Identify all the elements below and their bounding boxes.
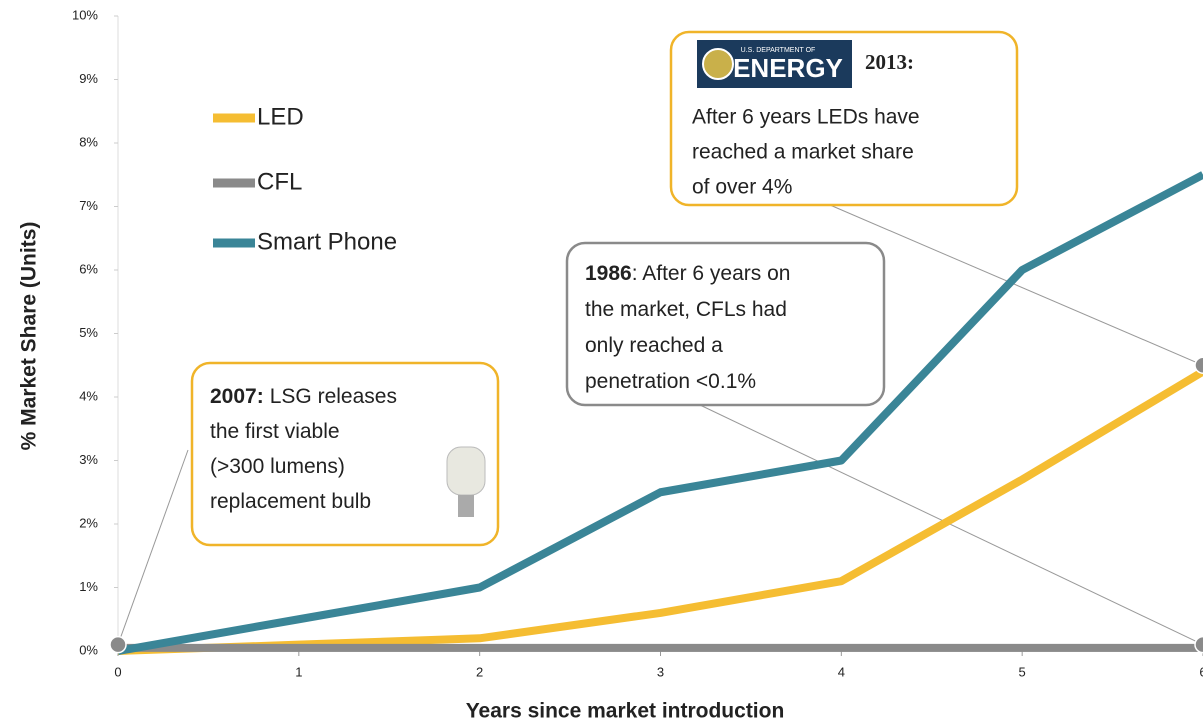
logo-seal bbox=[703, 49, 733, 79]
annotation-text: the market, CFLs had bbox=[585, 298, 787, 321]
annotation-point bbox=[110, 637, 126, 653]
annotation-text: only reached a bbox=[585, 334, 723, 357]
annotation-text: After 6 years LEDs have bbox=[692, 106, 920, 129]
annotation-text: LSG releases bbox=[270, 385, 397, 408]
x-tick-label: 5 bbox=[1019, 664, 1026, 679]
bulb-base bbox=[458, 495, 474, 517]
y-tick-label: 9% bbox=[79, 71, 98, 86]
annotation-lead: 2007: bbox=[210, 385, 264, 408]
annotation-text: reached a market share bbox=[692, 141, 914, 164]
bulb bbox=[447, 447, 485, 495]
chart: % Market Share (Units) Years since marke… bbox=[0, 0, 1203, 728]
annotation-text: penetration <0.1% bbox=[585, 370, 756, 393]
annotation-text: of over 4% bbox=[692, 176, 792, 199]
x-tick-label: 3 bbox=[657, 664, 664, 679]
logo-text: ENERGY bbox=[733, 53, 843, 83]
annotation-lead: 2013: bbox=[865, 50, 914, 74]
annotation-text: 2007: LSG releases bbox=[210, 385, 397, 408]
y-tick-label: 0% bbox=[79, 642, 98, 657]
annotation-text: only reached a bbox=[585, 334, 723, 357]
annotation-text: replacement bulb bbox=[210, 490, 371, 513]
leader-line bbox=[118, 450, 188, 645]
annotation-text: : After 6 years on bbox=[632, 262, 791, 285]
y-tick-label: 4% bbox=[79, 388, 98, 403]
annotation-text: (>300 lumens) bbox=[210, 455, 345, 478]
annotation-point bbox=[1195, 357, 1203, 373]
y-tick-label: 7% bbox=[79, 198, 98, 213]
legend-label: CFL bbox=[257, 168, 302, 195]
annotation-text: (>300 lumens) bbox=[210, 455, 345, 478]
x-tick-label: 1 bbox=[295, 664, 302, 679]
annotation-text: the first viable bbox=[210, 420, 340, 443]
y-tick-label: 1% bbox=[79, 579, 98, 594]
annotation-text: penetration <0.1% bbox=[585, 370, 756, 393]
annotation-text: replacement bulb bbox=[210, 490, 371, 513]
x-tick-label: 0 bbox=[114, 664, 121, 679]
y-axis-label: % Market Share (Units) bbox=[18, 222, 41, 451]
y-tick-label: 3% bbox=[79, 452, 98, 467]
y-tick-label: 10% bbox=[72, 7, 98, 22]
leader-line bbox=[700, 405, 1203, 645]
legend-label: Smart Phone bbox=[257, 228, 397, 255]
x-tick-label: 6 bbox=[1199, 664, 1203, 679]
annotation-text: the first viable bbox=[210, 420, 340, 443]
y-tick-label: 2% bbox=[79, 515, 98, 530]
y-tick-label: 8% bbox=[79, 134, 98, 149]
x-tick-label: 2 bbox=[476, 664, 483, 679]
leader-line bbox=[830, 205, 1203, 365]
x-tick-label: 4 bbox=[838, 664, 845, 679]
annotation-lead: 1986 bbox=[585, 262, 632, 285]
x-axis-label: Years since market introduction bbox=[466, 700, 785, 723]
legend-label: LED bbox=[257, 103, 304, 130]
annotation-text: the market, CFLs had bbox=[585, 298, 787, 321]
y-tick-label: 6% bbox=[79, 261, 98, 276]
annotation-text: 1986: After 6 years on bbox=[585, 262, 790, 285]
y-tick-label: 5% bbox=[79, 325, 98, 340]
